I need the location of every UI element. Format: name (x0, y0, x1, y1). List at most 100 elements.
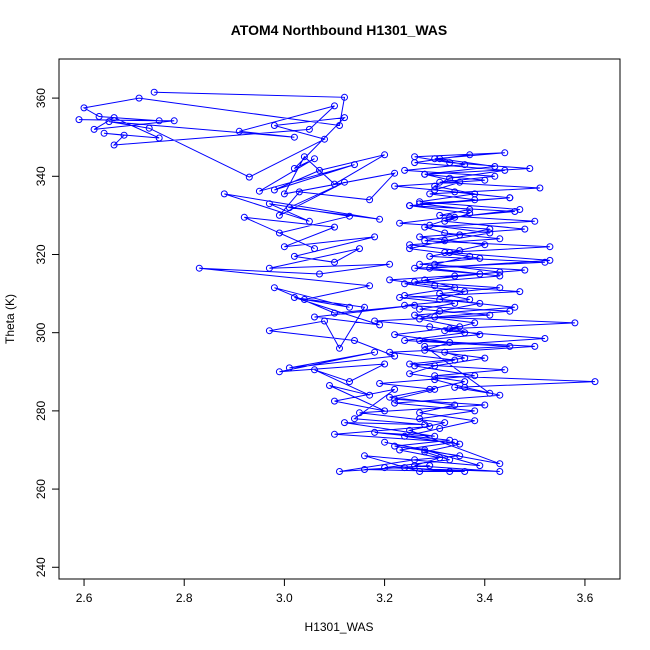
x-tick-label: 3.6 (577, 591, 594, 605)
data-point (451, 284, 459, 292)
data-point (285, 364, 293, 372)
data-point (170, 117, 178, 125)
data-point (401, 432, 409, 440)
data-point (386, 276, 394, 284)
data-point (476, 254, 484, 262)
data-point (481, 241, 489, 249)
data-point (300, 296, 308, 303)
data-point (426, 323, 434, 331)
data-point (341, 419, 348, 427)
data-point (346, 378, 353, 386)
data-point (411, 278, 419, 286)
data-point (591, 378, 599, 386)
data-point (381, 464, 389, 472)
data-point (195, 264, 203, 272)
data-point (491, 163, 499, 170)
data-point (421, 448, 429, 456)
data-point (305, 217, 313, 225)
data-point (386, 260, 394, 268)
data-point (295, 188, 303, 196)
x-tick-label: 3.2 (376, 591, 393, 605)
data-point (416, 305, 424, 313)
data-point (386, 348, 394, 356)
data-point (75, 116, 83, 124)
data-point (441, 348, 449, 356)
data-point (456, 231, 464, 239)
data-point (426, 423, 434, 430)
data-point (110, 141, 118, 149)
data-point (436, 425, 444, 432)
data-point (541, 335, 549, 342)
x-tick-label: 3.4 (476, 591, 493, 605)
data-point (406, 202, 414, 210)
data-point (441, 327, 449, 335)
data-point (280, 190, 288, 198)
data-point (305, 125, 313, 133)
data-point (501, 166, 509, 174)
data-point (456, 247, 464, 255)
data-point (336, 122, 343, 129)
data-point (496, 468, 504, 475)
data-point (431, 155, 439, 163)
data-point (496, 235, 504, 243)
data-point (135, 94, 143, 102)
data-point (451, 299, 459, 307)
data-point (486, 229, 494, 237)
data-point (431, 282, 439, 290)
data-point (361, 452, 368, 460)
data-point (436, 296, 444, 303)
data-point (396, 219, 404, 227)
data-point (536, 184, 544, 192)
data-point (466, 296, 474, 303)
data-point (431, 260, 439, 268)
data-point (476, 270, 484, 278)
data-point (90, 125, 98, 133)
data-point (290, 133, 298, 141)
data-point (446, 174, 454, 182)
data-point (461, 383, 469, 391)
data-point (331, 430, 338, 438)
data-point (416, 200, 424, 208)
data-point (426, 252, 434, 260)
data-point (431, 376, 439, 384)
data-point (486, 389, 494, 397)
series-layer (75, 88, 599, 475)
data-point (321, 135, 328, 143)
data-point (501, 149, 509, 157)
data-point (451, 383, 459, 391)
data-point (451, 272, 459, 280)
data-point (406, 370, 414, 378)
data-point (516, 288, 524, 296)
data-point (351, 337, 358, 344)
data-point (386, 393, 394, 401)
data-point (346, 212, 353, 220)
data-point (331, 309, 338, 317)
data-point (240, 213, 248, 221)
data-point (441, 237, 449, 245)
data-point (531, 217, 539, 225)
data-point (361, 466, 368, 473)
data-point (311, 313, 318, 321)
data-point (496, 268, 504, 276)
data-point (436, 211, 444, 219)
data-point (376, 215, 384, 223)
x-axis: 2.6 2.8 3.0 3.2 3.4 3.6 (76, 578, 594, 605)
data-point (406, 241, 414, 249)
data-point (411, 462, 419, 470)
data-point (486, 311, 494, 319)
y-tick-label: 360 (34, 88, 48, 108)
data-point (431, 372, 439, 380)
data-point (120, 131, 128, 139)
data-point (461, 468, 469, 475)
data-point (401, 337, 409, 344)
data-point (80, 104, 88, 112)
data-point (431, 186, 439, 194)
data-point (461, 329, 469, 337)
data-point (265, 200, 273, 208)
data-point (381, 151, 389, 159)
data-point (426, 221, 434, 229)
data-point (265, 264, 273, 272)
data-point (145, 124, 153, 132)
data-point (436, 454, 444, 462)
chart-title: ATOM4 Northbound H1301_WAS (231, 22, 448, 38)
